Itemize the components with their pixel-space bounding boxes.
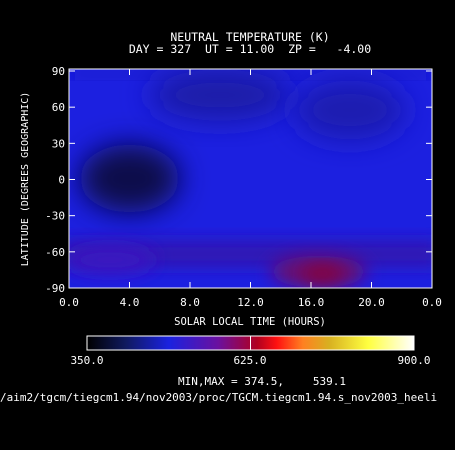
- x-tick-label: 4.0: [120, 296, 140, 309]
- y-axis-label: LATITUDE (DEGREES GEOGRAPHIC): [20, 92, 31, 267]
- x-axis-label: SOLAR LOCAL TIME (HOURS): [174, 316, 326, 328]
- x-tick-label: 20.0: [358, 296, 385, 309]
- x-tick-label: 0.0: [422, 296, 442, 309]
- chart-subtitle: DAY = 327 UT = 11.00 ZP = -4.00: [129, 42, 371, 56]
- x-tick-label: 12.0: [237, 296, 264, 309]
- y-tick-label: 60: [52, 101, 65, 114]
- x-tick-label: 16.0: [298, 296, 325, 309]
- minmax-label: MIN,MAX =: [178, 375, 238, 388]
- y-tick-label: -60: [45, 246, 65, 259]
- cold-region: [79, 144, 180, 213]
- min-value: 374.5,: [244, 375, 284, 388]
- y-tick-label: -30: [45, 210, 65, 223]
- warm-core: [300, 265, 345, 282]
- colorbar-mid-label: 625.0: [233, 354, 266, 367]
- filename-label: /aim2/tgcm/tiegcm1.94/nov2003/proc/TGCM.…: [0, 391, 437, 404]
- x-tick-label: 0.0: [59, 296, 79, 309]
- x-tick-label: 8.0: [180, 296, 200, 309]
- max-value: 539.1: [313, 375, 346, 388]
- y-tick-label: -90: [45, 282, 65, 295]
- colorbar-min-label: 350.0: [70, 354, 103, 367]
- y-tick-label: 30: [52, 137, 65, 150]
- y-axis: 90 60 30 0 -30 -60 -90: [45, 65, 432, 295]
- y-tick-label: 0: [58, 174, 65, 187]
- heatmap-field: [69, 69, 432, 288]
- colorbar-max-label: 900.0: [397, 354, 430, 367]
- y-tick-label: 90: [52, 65, 65, 78]
- chart-title: NEUTRAL TEMPERATURE (K): [170, 30, 329, 44]
- x-axis: 0.0 4.0 8.0 12.0 16.0 20.0 0.0: [59, 69, 442, 309]
